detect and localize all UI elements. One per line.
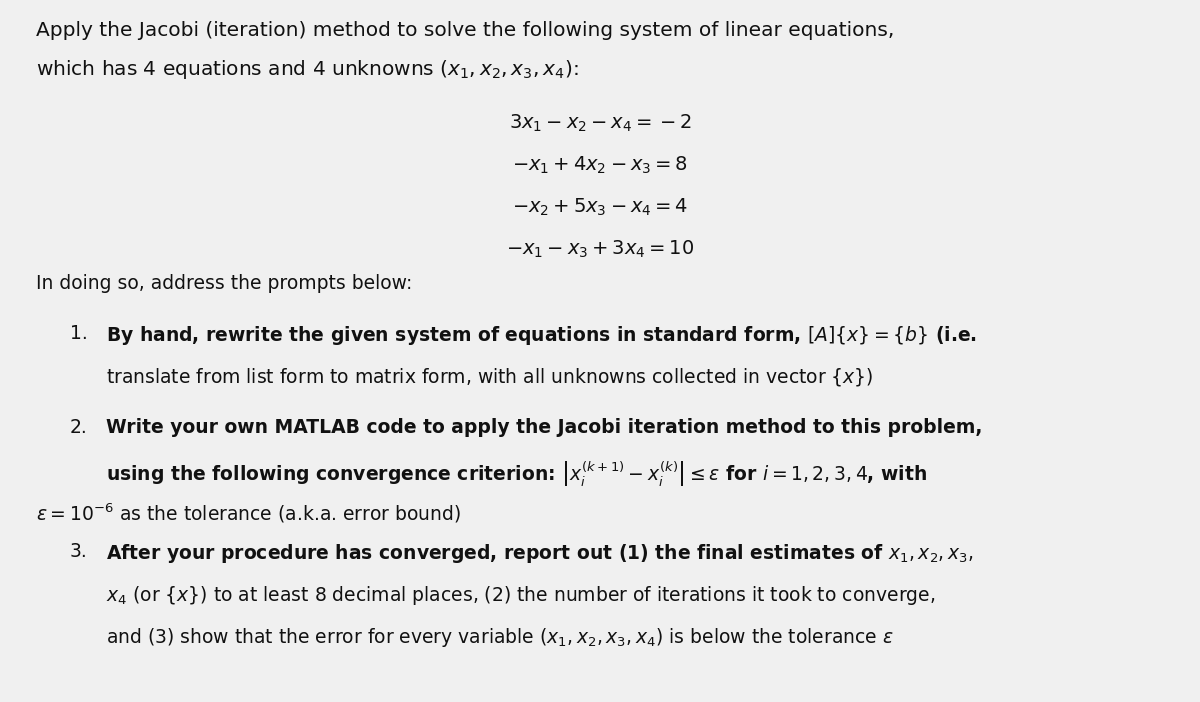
Text: Write your own MATLAB code to apply the Jacobi iteration method to this problem,: Write your own MATLAB code to apply the … xyxy=(106,418,982,437)
Text: $\varepsilon = 10^{-6}$ as the tolerance (a.k.a. error bound): $\varepsilon = 10^{-6}$ as the tolerance… xyxy=(36,502,461,525)
Text: Apply the Jacobi (iteration) method to solve the following system of linear equa: Apply the Jacobi (iteration) method to s… xyxy=(36,21,894,40)
Text: which has 4 equations and 4 unknowns $(x_1, x_2, x_3, x_4)$:: which has 4 equations and 4 unknowns $(x… xyxy=(36,58,578,81)
Text: $x_4$ (or $\{x\}$) to at least 8 decimal places, (2) the number of iterations it: $x_4$ (or $\{x\}$) to at least 8 decimal… xyxy=(106,584,935,607)
Text: 2.: 2. xyxy=(70,418,88,437)
Text: 3.: 3. xyxy=(70,542,88,561)
Text: and (3) show that the error for every variable $(x_1, x_2, x_3, x_4)$ is below t: and (3) show that the error for every va… xyxy=(106,626,893,649)
Text: By hand, rewrite the given system of equations in standard form, $[A]\{x\} = \{b: By hand, rewrite the given system of equ… xyxy=(106,324,977,347)
Text: using the following convergence criterion: $\left|x_i^{(k+1)} - x_i^{(k)}\right|: using the following convergence criterio… xyxy=(106,460,926,489)
Text: $-x_1 - x_3 + 3x_4 = 10$: $-x_1 - x_3 + 3x_4 = 10$ xyxy=(506,239,694,260)
Text: In doing so, address the prompts below:: In doing so, address the prompts below: xyxy=(36,274,413,293)
Text: 1.: 1. xyxy=(70,324,88,343)
Text: $3x_1 - x_2 - x_4 = -2$: $3x_1 - x_2 - x_4 = -2$ xyxy=(509,112,691,133)
Text: translate from list form to matrix form, with all unknowns collected in vector $: translate from list form to matrix form,… xyxy=(106,366,874,388)
Text: After your procedure has converged, report out (1) the final estimates of $x_1, : After your procedure has converged, repo… xyxy=(106,542,973,565)
Text: $-x_2 + 5x_3 - x_4 = 4$: $-x_2 + 5x_3 - x_4 = 4$ xyxy=(512,197,688,218)
Text: $-x_1 + 4x_2 - x_3 = 8$: $-x_1 + 4x_2 - x_3 = 8$ xyxy=(512,154,688,176)
